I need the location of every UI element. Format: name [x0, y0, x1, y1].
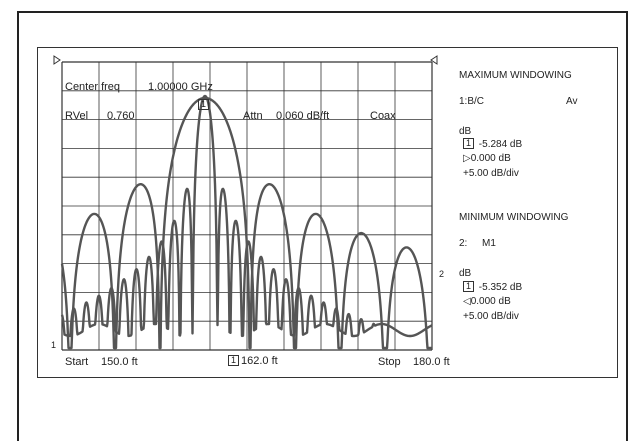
trace-label-right: 2 [439, 269, 445, 279]
marker-box: 1 [228, 355, 240, 366]
rvel-value: 0.760 [107, 110, 135, 122]
min-ref-value: 0.000 dB [470, 296, 511, 307]
start-value: 150.0 ft [101, 356, 138, 368]
max-windowing-title: MAXIMUM WINDOWING [459, 70, 572, 81]
graticule [61, 61, 433, 351]
trace-marker-badge: 1 [198, 99, 211, 111]
max-ref-readout: ▷0.000 dB [463, 153, 511, 164]
max-mode: Av [566, 96, 578, 107]
attn-label: Attn [243, 110, 263, 122]
max-marker-value: -5.284 dB [478, 139, 523, 150]
min-windowing-title: MINIMUM WINDOWING [459, 212, 569, 223]
plot-area [53, 55, 438, 351]
stop-label: Stop [378, 356, 401, 368]
stop-value: 180.0 ft [413, 356, 450, 368]
min-ref-readout: ◁0.000 dB [463, 296, 511, 307]
ref-arrow-right-icon: ▷ [463, 153, 471, 164]
min-marker-readout: 1 -5.352 dB [463, 281, 522, 293]
analyzer-screen [37, 47, 618, 378]
min-scale: +5.00 dB/div [463, 311, 519, 322]
marker-box: 1 [463, 138, 475, 149]
trace-minimum-windowing [60, 96, 433, 350]
ref-marker-right-icon [430, 55, 438, 65]
rvel-label: RVel [65, 110, 89, 122]
min-mode: M1 [482, 238, 496, 249]
figure-frame [17, 11, 628, 441]
max-scale: +5.00 dB/div [463, 168, 519, 179]
marker-box: 1 [463, 281, 475, 292]
max-unit: dB [459, 126, 472, 137]
ref-arrow-left-icon: ◁ [463, 296, 471, 307]
center-freq-value: 1.00000 GHz [148, 81, 213, 93]
marker-position: 162.0 ft [241, 355, 278, 367]
trace-label-left: 1 [51, 340, 57, 350]
cable-type: Coax [370, 110, 396, 122]
center-freq-label: Center freq [65, 81, 121, 93]
max-marker-readout: 1 -5.284 dB [463, 138, 522, 150]
footer-marker: 1 162.0 ft [228, 355, 278, 367]
marker-box: 1 [198, 99, 210, 110]
min-marker-value: -5.352 dB [478, 282, 523, 293]
min-unit: dB [459, 268, 472, 279]
start-label: Start [65, 356, 89, 368]
max-channel: 1:B/C [459, 96, 485, 107]
ref-marker-left-icon [53, 55, 61, 65]
min-channel: 2: [459, 238, 468, 249]
max-ref-value: 0.000 dB [470, 153, 511, 164]
attn-value: 0.060 dB/ft [276, 110, 330, 122]
